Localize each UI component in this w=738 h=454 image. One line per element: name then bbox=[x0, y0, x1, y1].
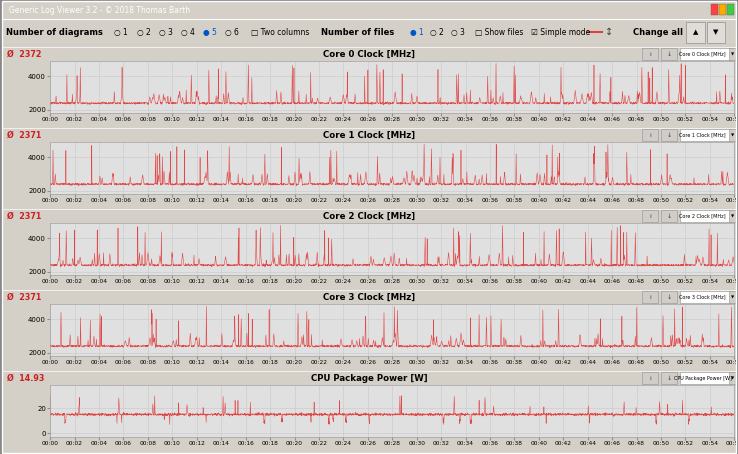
Text: ☑ Simple mode: ☑ Simple mode bbox=[531, 28, 590, 37]
Text: i: i bbox=[649, 133, 651, 138]
Text: Ø  2371: Ø 2371 bbox=[7, 131, 42, 139]
Bar bbox=[661, 372, 677, 384]
Text: Ø  14.93: Ø 14.93 bbox=[7, 374, 45, 383]
Text: ▼: ▼ bbox=[731, 376, 734, 380]
Text: i: i bbox=[649, 375, 651, 380]
Text: ▼: ▼ bbox=[731, 133, 734, 137]
Bar bbox=[661, 48, 677, 60]
Bar bbox=[642, 210, 658, 222]
Bar bbox=[729, 48, 737, 60]
Bar bbox=[661, 210, 677, 222]
Text: ↓: ↓ bbox=[666, 52, 672, 57]
Text: ○ 6: ○ 6 bbox=[225, 28, 239, 37]
Text: Ø  2371: Ø 2371 bbox=[7, 292, 42, 301]
Text: Change all: Change all bbox=[633, 28, 683, 37]
Bar bbox=[680, 372, 731, 384]
Text: Core 0 Clock [MHz]: Core 0 Clock [MHz] bbox=[679, 52, 726, 57]
Text: Generic Log Viewer 3.2 - © 2018 Thomas Barth: Generic Log Viewer 3.2 - © 2018 Thomas B… bbox=[9, 6, 190, 15]
Bar bbox=[727, 4, 734, 15]
Text: ○ 3: ○ 3 bbox=[451, 28, 465, 37]
Bar bbox=[642, 48, 658, 60]
Text: CPU Package Power [W]: CPU Package Power [W] bbox=[674, 375, 731, 380]
Text: Ø  2371: Ø 2371 bbox=[7, 212, 42, 221]
Bar bbox=[680, 48, 731, 60]
Bar bbox=[729, 372, 737, 384]
Bar bbox=[680, 129, 731, 141]
Bar bbox=[642, 129, 658, 141]
Text: Core 2 Clock [MHz]: Core 2 Clock [MHz] bbox=[679, 213, 726, 218]
Text: ▼: ▼ bbox=[731, 295, 734, 299]
Bar bbox=[729, 129, 737, 141]
Text: CPU Package Power [W]: CPU Package Power [W] bbox=[311, 374, 427, 383]
Bar bbox=[680, 291, 731, 303]
Text: ○ 2: ○ 2 bbox=[430, 28, 444, 37]
Text: ○ 4: ○ 4 bbox=[181, 28, 195, 37]
Bar bbox=[661, 291, 677, 303]
Text: Core 2 Clock [MHz]: Core 2 Clock [MHz] bbox=[323, 212, 415, 221]
Bar bbox=[729, 291, 737, 303]
Text: ↕: ↕ bbox=[605, 27, 613, 37]
Text: ○ 3: ○ 3 bbox=[159, 28, 173, 37]
Text: Core 3 Clock [MHz]: Core 3 Clock [MHz] bbox=[679, 295, 726, 300]
Text: Number of files: Number of files bbox=[321, 28, 394, 37]
Text: ↓: ↓ bbox=[666, 375, 672, 380]
Text: ○ 1: ○ 1 bbox=[114, 28, 128, 37]
Text: Ø  2372: Ø 2372 bbox=[7, 49, 42, 59]
Bar bbox=[642, 291, 658, 303]
Bar bbox=[661, 129, 677, 141]
Text: ↓: ↓ bbox=[666, 295, 672, 300]
Text: ▲: ▲ bbox=[692, 29, 698, 35]
Text: Core 1 Clock [MHz]: Core 1 Clock [MHz] bbox=[679, 133, 726, 138]
Text: ○ 2: ○ 2 bbox=[137, 28, 151, 37]
Text: i: i bbox=[649, 213, 651, 218]
Text: ↓: ↓ bbox=[666, 133, 672, 138]
Bar bbox=[719, 4, 726, 15]
Bar bbox=[711, 4, 718, 15]
Text: i: i bbox=[649, 52, 651, 57]
Bar bbox=[642, 372, 658, 384]
Text: ▼: ▼ bbox=[731, 52, 734, 56]
Text: ● 5: ● 5 bbox=[203, 28, 217, 37]
Bar bbox=[729, 210, 737, 222]
Text: i: i bbox=[649, 295, 651, 300]
Text: ▼: ▼ bbox=[731, 214, 734, 218]
Text: Core 3 Clock [MHz]: Core 3 Clock [MHz] bbox=[323, 292, 415, 301]
Bar bbox=[707, 22, 725, 43]
Text: Core 1 Clock [MHz]: Core 1 Clock [MHz] bbox=[323, 131, 415, 139]
Text: ▼: ▼ bbox=[713, 29, 719, 35]
Text: □ Two columns: □ Two columns bbox=[251, 28, 309, 37]
Bar bbox=[680, 210, 731, 222]
Text: □ Show files: □ Show files bbox=[475, 28, 523, 37]
Bar bbox=[686, 22, 705, 43]
Text: Number of diagrams: Number of diagrams bbox=[6, 28, 103, 37]
Text: ↓: ↓ bbox=[666, 213, 672, 218]
Text: Core 0 Clock [MHz]: Core 0 Clock [MHz] bbox=[323, 49, 415, 59]
Text: ● 1: ● 1 bbox=[410, 28, 424, 37]
